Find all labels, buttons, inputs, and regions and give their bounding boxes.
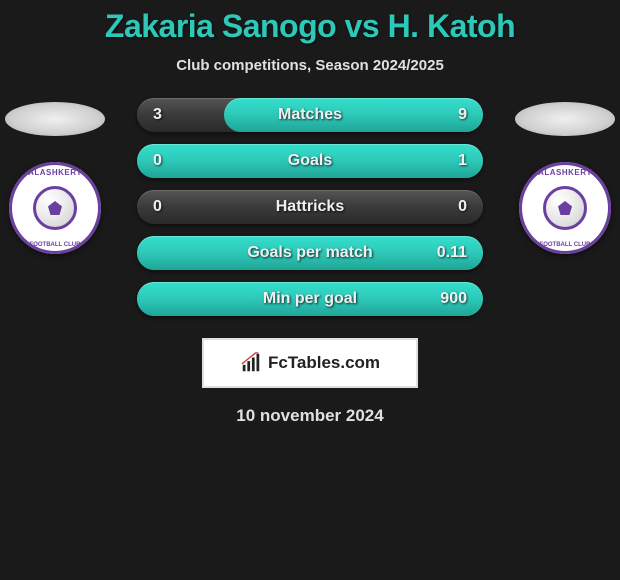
badge-bottom-text-right: FOOTBALL CLUB xyxy=(540,242,591,248)
stat-bars: 3 Matches 9 0 Goals 1 0 Hattricks 0 Goal… xyxy=(137,98,483,316)
stat-label: Goals per match xyxy=(137,244,483,262)
badge-top-text-left: ALASHKERT xyxy=(28,168,82,177)
player-silhouette-right xyxy=(515,102,615,136)
subtitle: Club competitions, Season 2024/2025 xyxy=(0,57,620,74)
page-title: Zakaria Sanogo vs H. Katoh xyxy=(0,0,620,45)
brand-box: FcTables.com xyxy=(202,338,418,388)
stat-label: Matches xyxy=(137,106,483,124)
soccer-ball-icon xyxy=(543,186,587,230)
brand-text: FcTables.com xyxy=(268,353,380,373)
vs-text: vs xyxy=(345,8,380,44)
stat-bar-min-per-goal: Min per goal 900 xyxy=(137,282,483,316)
stat-bar-hattricks: 0 Hattricks 0 xyxy=(137,190,483,224)
player2-name: H. Katoh xyxy=(388,8,516,44)
soccer-ball-icon xyxy=(33,186,77,230)
badge-bottom-text-left: FOOTBALL CLUB xyxy=(30,242,81,248)
stat-bar-matches: 3 Matches 9 xyxy=(137,98,483,132)
stat-label: Hattricks xyxy=(137,198,483,216)
player1-name: Zakaria Sanogo xyxy=(105,8,336,44)
comparison-area: ALASHKERT FOOTBALL CLUB ALASHKERT FOOTBA… xyxy=(0,98,620,426)
stat-right-value: 1 xyxy=(458,152,467,170)
stat-right-value: 9 xyxy=(458,106,467,124)
stat-label: Goals xyxy=(137,152,483,170)
stat-label: Min per goal xyxy=(137,290,483,308)
bar-chart-icon xyxy=(240,352,262,374)
club-badge-right: ALASHKERT FOOTBALL CLUB xyxy=(519,162,611,254)
stat-bar-goals: 0 Goals 1 xyxy=(137,144,483,178)
left-player-column: ALASHKERT FOOTBALL CLUB xyxy=(0,98,110,254)
stat-right-value: 900 xyxy=(440,290,467,308)
player-silhouette-left xyxy=(5,102,105,136)
badge-top-text-right: ALASHKERT xyxy=(538,168,592,177)
date-text: 10 november 2024 xyxy=(0,406,620,426)
stat-right-value: 0 xyxy=(458,198,467,216)
right-player-column: ALASHKERT FOOTBALL CLUB xyxy=(510,98,620,254)
stat-right-value: 0.11 xyxy=(437,244,467,262)
stat-bar-goals-per-match: Goals per match 0.11 xyxy=(137,236,483,270)
club-badge-left: ALASHKERT FOOTBALL CLUB xyxy=(9,162,101,254)
